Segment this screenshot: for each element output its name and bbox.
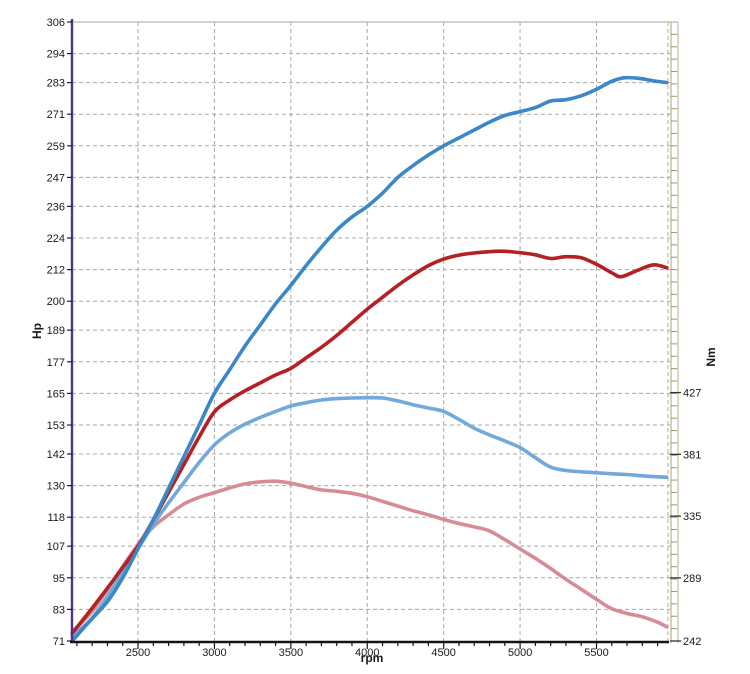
x-axis-tick-label: 5500: [584, 647, 608, 659]
left-axis-title: Hp: [30, 323, 44, 339]
hp-tuned-curve: [70, 75, 669, 643]
right-axis-tick-label: 289: [683, 573, 701, 585]
torque-tuned-curve: [70, 395, 669, 638]
x-axis-tick-label: 4500: [431, 647, 455, 659]
right-axis-tick-label: 335: [683, 511, 701, 523]
hp-stock-curve: [70, 249, 669, 635]
left-axis-tick-label: 83: [53, 604, 65, 616]
left-axis-tick-label: 130: [47, 481, 65, 493]
left-axis-tick-label: 118: [47, 512, 65, 524]
x-axis-tick-label: 5000: [508, 647, 532, 659]
x-axis-tick-label: 3000: [202, 647, 226, 659]
right-axis-tick-label: 242: [683, 636, 701, 648]
left-axis-tick-label: 71: [53, 636, 65, 648]
left-axis-tick-label: 224: [47, 233, 65, 245]
torque-stock-curve: [70, 479, 669, 634]
right-axis-tick-label: 381: [683, 449, 701, 461]
left-axis-tick-label: 177: [47, 357, 65, 369]
left-axis-tick-label: 153: [47, 420, 65, 432]
x-axis-tick-label: 4000: [355, 647, 379, 659]
left-axis-tick-label: 247: [47, 172, 65, 184]
left-axis-tick-label: 259: [47, 141, 65, 153]
left-axis-tick-label: 200: [47, 296, 65, 308]
left-axis-tick-label: 271: [47, 109, 65, 121]
x-axis-title: rpm: [360, 651, 384, 665]
right-axis-title: Nm: [704, 347, 718, 367]
left-axis-tick-label: 283: [47, 78, 65, 90]
left-axis-tick-label: 294: [47, 49, 65, 61]
left-axis-tick-label: 165: [47, 388, 65, 400]
x-axis-tick-label: 3500: [279, 647, 303, 659]
x-axis-tick-label: 2500: [126, 647, 150, 659]
left-axis-tick-label: 95: [53, 573, 65, 585]
left-axis-tick-label: 306: [47, 17, 65, 29]
left-axis-tick-label: 189: [47, 325, 65, 337]
left-axis-tick-label: 212: [47, 265, 65, 277]
left-axis-tick-label: 142: [47, 449, 65, 461]
left-axis-tick-label: 236: [47, 201, 65, 213]
right-axis-tick-label: 427: [683, 388, 701, 400]
left-axis-tick-label: 107: [47, 541, 65, 553]
